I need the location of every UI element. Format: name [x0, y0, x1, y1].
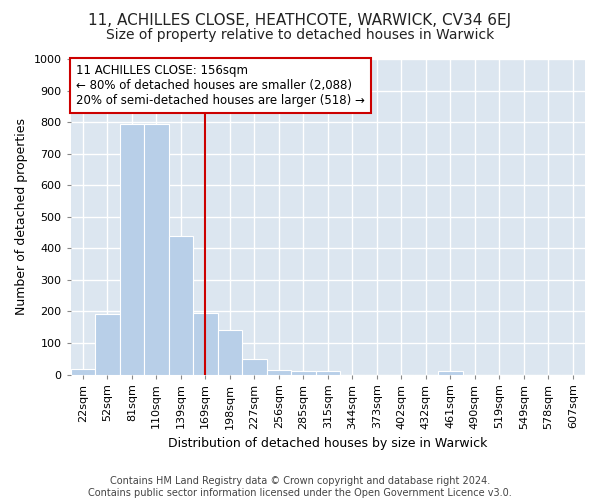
Bar: [316, 371, 340, 374]
Text: Size of property relative to detached houses in Warwick: Size of property relative to detached ho…: [106, 28, 494, 42]
Bar: [438, 370, 463, 374]
Y-axis label: Number of detached properties: Number of detached properties: [15, 118, 28, 316]
Bar: [193, 313, 218, 374]
Text: 11, ACHILLES CLOSE, HEATHCOTE, WARWICK, CV34 6EJ: 11, ACHILLES CLOSE, HEATHCOTE, WARWICK, …: [88, 12, 512, 28]
Text: Contains HM Land Registry data © Crown copyright and database right 2024.
Contai: Contains HM Land Registry data © Crown c…: [88, 476, 512, 498]
Bar: [95, 314, 119, 374]
Bar: [144, 124, 169, 374]
Bar: [71, 369, 95, 374]
Bar: [218, 330, 242, 374]
Bar: [119, 124, 144, 374]
Bar: [266, 370, 291, 374]
Bar: [242, 358, 266, 374]
Text: 11 ACHILLES CLOSE: 156sqm
← 80% of detached houses are smaller (2,088)
20% of se: 11 ACHILLES CLOSE: 156sqm ← 80% of detac…: [76, 64, 365, 106]
Bar: [169, 236, 193, 374]
Bar: [291, 372, 316, 374]
X-axis label: Distribution of detached houses by size in Warwick: Distribution of detached houses by size …: [168, 437, 487, 450]
